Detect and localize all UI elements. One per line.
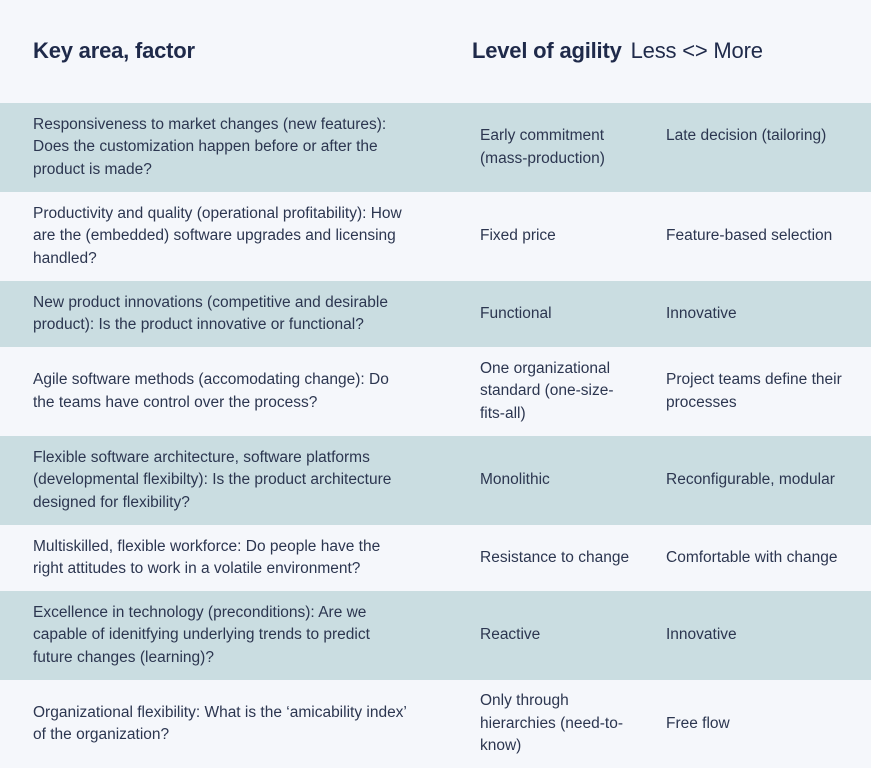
level-of-agility-heading: Level of agility Less <> More: [472, 38, 763, 64]
factor-cell: Responsiveness to market changes (new fe…: [33, 115, 387, 178]
less-agile-cell: Fixed price: [480, 227, 556, 245]
table-row: Flexible software architecture, software…: [0, 436, 871, 525]
less-agile-cell: Early commitment (mass-production): [480, 127, 605, 167]
factor-cell: Productivity and quality (operational pr…: [33, 204, 402, 267]
less-agile-cell: Reactive: [480, 626, 541, 644]
factor-cell: Organizational flexibility: What is the …: [33, 703, 407, 744]
factor-cell: Multiskilled, flexible workforce: Do peo…: [33, 537, 381, 578]
more-agile-cell: Innovative: [666, 304, 737, 322]
table-row: New product innovations (competitive and…: [0, 281, 871, 347]
more-agile-cell: Comfortable with change: [666, 548, 838, 566]
scale-label: Less <> More: [630, 38, 763, 63]
table-row: Agile software methods (accomodating cha…: [0, 347, 871, 436]
less-agile-cell: Resistance to change: [480, 548, 630, 566]
key-area-heading: Key area, factor: [33, 38, 195, 63]
more-agile-cell: Free flow: [666, 714, 730, 732]
less-agile-cell: Only through hierarchies (need-to-know): [480, 692, 624, 755]
less-agile-cell: One organizational standard (one-size-fi…: [480, 359, 614, 422]
factor-cell: New product innovations (competitive and…: [33, 293, 388, 334]
less-agile-cell: Functional: [480, 304, 552, 322]
table-row: Productivity and quality (operational pr…: [0, 192, 871, 281]
more-agile-cell: Reconfigurable, modular: [666, 471, 835, 489]
table-header: Key area, factor Level of agility Less <>…: [0, 0, 871, 103]
table-row: Responsiveness to market changes (new fe…: [0, 103, 871, 192]
factor-cell: Agile software methods (accomodating cha…: [33, 371, 389, 411]
less-agile-cell: Monolithic: [480, 471, 550, 489]
table-row: Excellence in technology (preconditions)…: [0, 591, 871, 680]
table-row: Organizational flexibility: What is the …: [0, 680, 871, 768]
level-label: Level of agility: [472, 38, 622, 63]
factor-cell: Excellence in technology (preconditions)…: [33, 603, 370, 666]
more-agile-cell: Feature-based selection: [666, 227, 833, 245]
table-row: Multiskilled, flexible workforce: Do peo…: [0, 525, 871, 591]
more-agile-cell: Late decision (tailoring): [666, 127, 827, 144]
factor-cell: Flexible software architecture, software…: [33, 448, 392, 511]
more-agile-cell: Project teams define their processes: [666, 371, 842, 411]
more-agile-cell: Innovative: [666, 626, 737, 644]
